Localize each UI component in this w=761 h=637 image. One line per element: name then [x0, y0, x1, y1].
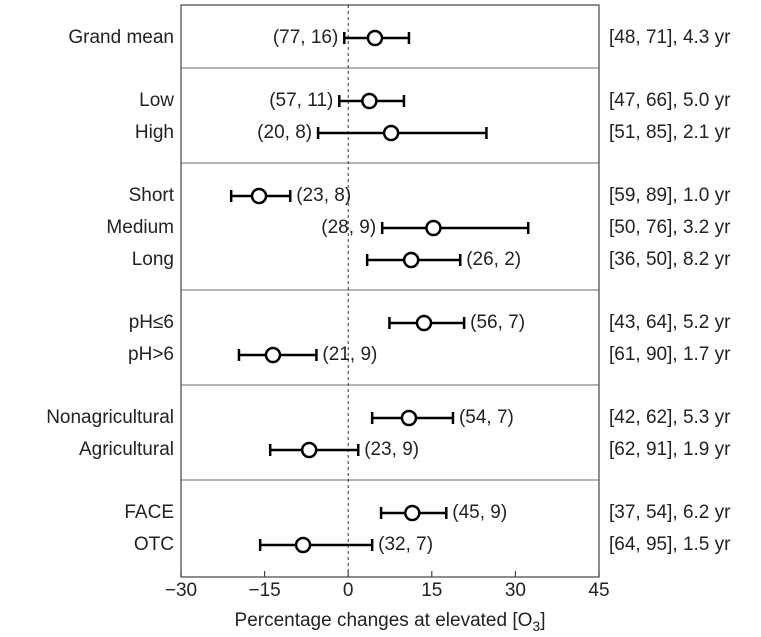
- category-label: OTC: [134, 534, 174, 555]
- right-label: [48, 71], 4.3 yr: [609, 27, 731, 48]
- category-label: Grand mean: [68, 27, 174, 48]
- x-tick-label: −15: [248, 580, 280, 601]
- right-label: [43, 64], 5.2 yr: [609, 312, 731, 333]
- category-label: Short: [129, 185, 175, 206]
- point: [300, 441, 318, 459]
- value-label: (45, 9): [452, 502, 507, 523]
- point: [382, 124, 400, 142]
- value-label: (56, 7): [470, 312, 525, 333]
- x-label-text: Percentage changes at elevated [O: [235, 610, 533, 631]
- right-label: [61, 90], 1.7 yr: [609, 344, 731, 365]
- category-label: Low: [139, 90, 174, 111]
- point: [400, 409, 418, 427]
- category-label: pH≤6: [129, 312, 174, 333]
- point: [415, 314, 433, 332]
- value-label: (23, 8): [296, 185, 351, 206]
- category-label: High: [135, 122, 174, 143]
- right-label: [37, 54], 6.2 yr: [609, 502, 731, 523]
- x-label-end: ]: [540, 610, 545, 631]
- value-label: (23, 9): [364, 439, 419, 460]
- right-label: [62, 91], 1.9 yr: [609, 439, 731, 460]
- x-tick-label: 30: [505, 580, 526, 601]
- category-label: FACE: [124, 502, 174, 523]
- point: [366, 29, 384, 47]
- right-label: [59, 89], 1.0 yr: [609, 185, 731, 206]
- category-label: Medium: [106, 217, 174, 238]
- value-label: (32, 7): [378, 534, 433, 555]
- value-label: (28, 9): [321, 217, 376, 238]
- right-label: [42, 62], 5.3 yr: [609, 407, 731, 428]
- plot-frame: [180, 4, 600, 578]
- category-label: Long: [132, 249, 174, 270]
- value-label: (77, 16): [273, 27, 338, 48]
- point: [294, 536, 312, 554]
- value-label: (54, 7): [459, 407, 514, 428]
- x-tick-label: 0: [343, 580, 354, 601]
- x-label-sub: 3: [532, 618, 540, 634]
- value-label: (26, 2): [466, 249, 521, 270]
- right-label: [64, 95], 1.5 yr: [609, 534, 731, 555]
- value-label: (57, 11): [269, 90, 333, 111]
- point: [402, 251, 420, 269]
- right-label: [51, 85], 2.1 yr: [609, 122, 731, 143]
- point: [361, 92, 378, 110]
- right-label: [36, 50], 8.2 yr: [609, 249, 731, 270]
- point: [264, 346, 282, 364]
- category-label: Agricultural: [79, 439, 174, 460]
- point: [425, 219, 442, 237]
- right-label: [47, 66], 5.0 yr: [609, 90, 731, 111]
- x-tick-label: 15: [421, 580, 442, 601]
- x-axis-label: Percentage changes at elevated [O3]: [235, 610, 546, 634]
- x-tick-label: 45: [588, 580, 609, 601]
- point: [404, 504, 421, 522]
- value-label: (20, 8): [257, 122, 312, 143]
- category-label: pH>6: [128, 344, 174, 365]
- right-label: [50, 76], 3.2 yr: [609, 217, 731, 238]
- value-label: (21, 9): [322, 344, 377, 365]
- x-tick-label: −30: [165, 580, 197, 601]
- category-label: Nonagricultural: [46, 407, 174, 428]
- point: [250, 187, 268, 205]
